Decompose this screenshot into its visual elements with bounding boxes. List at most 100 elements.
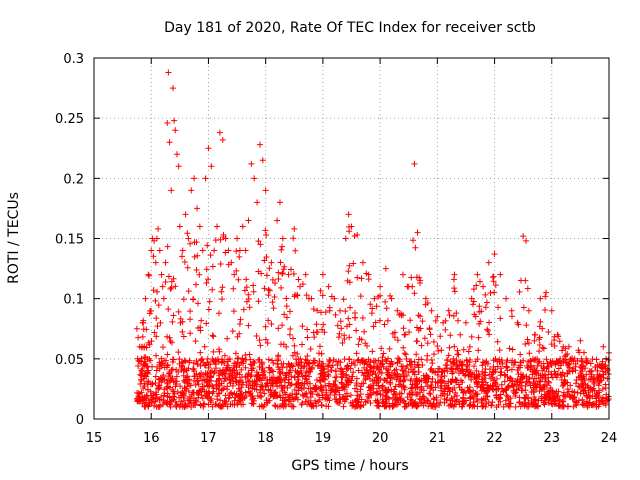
- data-point: [398, 390, 405, 397]
- data-point: [421, 397, 428, 404]
- data-point: [512, 403, 519, 410]
- data-point: [473, 391, 480, 398]
- data-point: [184, 373, 191, 380]
- data-point: [291, 374, 298, 381]
- data-point: [560, 403, 567, 410]
- data-point: [153, 315, 160, 322]
- data-point: [450, 313, 457, 320]
- data-point: [531, 403, 538, 410]
- data-point: [294, 350, 301, 357]
- data-point: [198, 317, 205, 324]
- data-point: [359, 359, 366, 366]
- data-point: [383, 403, 390, 410]
- data-point: [429, 375, 436, 382]
- x-axis-title: GPS time / hours: [291, 458, 408, 474]
- data-point: [403, 355, 410, 362]
- data-point: [361, 328, 368, 335]
- data-point: [168, 397, 175, 404]
- data-point: [295, 276, 302, 283]
- data-point: [482, 396, 489, 403]
- data-point: [262, 323, 269, 330]
- data-point: [167, 403, 174, 410]
- data-point: [153, 367, 160, 374]
- data-point: [360, 372, 367, 379]
- data-point: [276, 403, 283, 410]
- data-point: [321, 372, 328, 379]
- data-point: [562, 378, 569, 385]
- data-point: [497, 315, 504, 322]
- data-point: [414, 402, 421, 409]
- data-point: [191, 253, 198, 260]
- data-point: [318, 402, 325, 409]
- data-point: [168, 284, 175, 291]
- data-point: [386, 379, 393, 386]
- data-point: [412, 391, 419, 398]
- data-point: [245, 378, 252, 385]
- data-point: [517, 351, 524, 358]
- data-point: [421, 335, 428, 342]
- data-point: [216, 129, 223, 136]
- data-point: [482, 304, 489, 311]
- data-point: [451, 271, 458, 278]
- data-point: [373, 390, 380, 397]
- data-point: [157, 375, 164, 382]
- data-point: [467, 401, 474, 408]
- data-point: [476, 308, 483, 315]
- data-point: [525, 340, 532, 347]
- data-point: [318, 309, 325, 316]
- data-point: [283, 295, 290, 302]
- data-point: [234, 333, 241, 340]
- data-point: [275, 352, 282, 359]
- data-point: [150, 253, 157, 260]
- data-point: [452, 389, 459, 396]
- data-point: [503, 295, 509, 302]
- data-point: [185, 288, 192, 295]
- data-point: [362, 340, 369, 347]
- data-point: [194, 360, 201, 367]
- data-points: [133, 69, 612, 410]
- data-point: [531, 337, 538, 344]
- data-point: [299, 281, 306, 288]
- data-point: [155, 382, 162, 389]
- data-point: [280, 360, 287, 367]
- data-point: [191, 175, 198, 182]
- data-point: [527, 357, 534, 364]
- data-point: [230, 308, 237, 315]
- data-point: [205, 306, 212, 313]
- data-point: [356, 394, 363, 401]
- data-point: [222, 392, 229, 399]
- data-point: [229, 382, 236, 389]
- data-point: [286, 308, 293, 315]
- data-point: [521, 402, 528, 409]
- data-point: [484, 326, 491, 333]
- data-point: [380, 350, 387, 357]
- data-point: [554, 359, 561, 366]
- data-point: [238, 401, 245, 408]
- data-point: [508, 366, 515, 373]
- data-point: [509, 378, 516, 385]
- data-point: [141, 372, 148, 379]
- data-point: [201, 383, 208, 390]
- data-point: [136, 343, 143, 350]
- data-point: [340, 296, 347, 303]
- data-point: [261, 257, 268, 264]
- data-point: [217, 397, 224, 404]
- data-point: [270, 393, 277, 400]
- data-point: [574, 389, 581, 396]
- data-point: [394, 371, 401, 378]
- data-point: [505, 384, 512, 391]
- y-tick-label: 0.3: [63, 52, 84, 67]
- data-point: [259, 364, 266, 371]
- data-point: [224, 403, 231, 410]
- data-point: [523, 378, 530, 385]
- data-point: [303, 390, 310, 397]
- data-point: [366, 375, 373, 382]
- data-point: [484, 384, 491, 391]
- data-point: [482, 365, 489, 372]
- data-point: [262, 336, 269, 343]
- data-point: [416, 395, 423, 402]
- data-point: [445, 307, 452, 314]
- data-point: [577, 372, 584, 379]
- data-point: [274, 357, 281, 364]
